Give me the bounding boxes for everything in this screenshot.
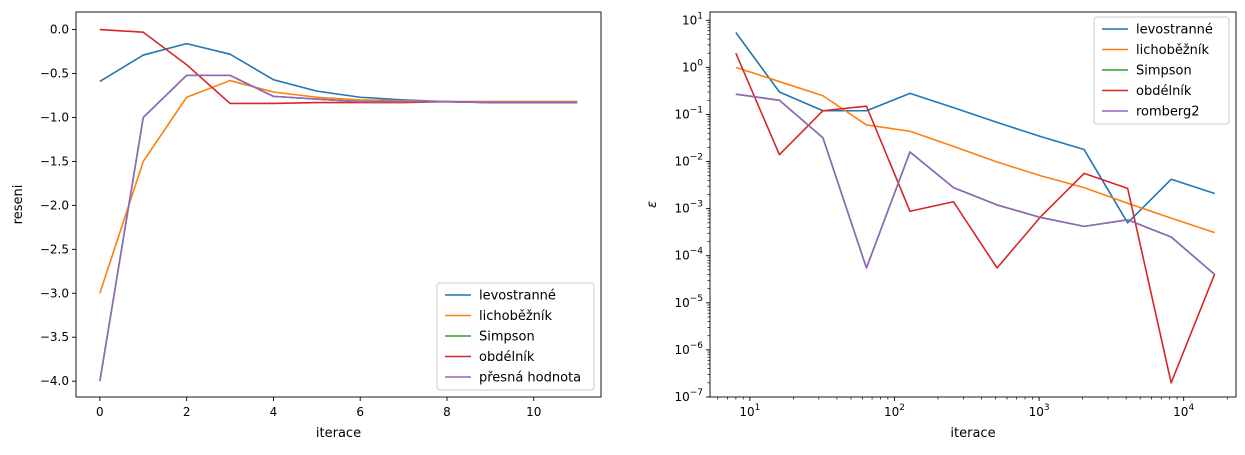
x-tick-label: 103 [1029,403,1050,419]
y-tick-label: 10−7 [674,388,703,404]
x-tick-label: 101 [739,403,760,419]
y-tick-label: 10−5 [674,294,703,310]
chart-left: 0 2 4 6 8 10 0.0 −0.5 −1.0 −1.5 −2.0 −2.5 −3.0 −3.5 −4… [11,11,602,441]
y-tick-label-base: 10 [674,390,689,404]
x-tick-label: 0 [96,405,104,419]
x-tick-label-base: 10 [884,405,899,419]
x-tick-label: 6 [356,405,364,419]
y-tick-label-base: 10 [674,249,689,263]
y-tick-label-exp: −1 [690,105,703,115]
x-tick-label-exp: 4 [1188,403,1194,413]
legend-label-4: romberg2 [1136,105,1200,120]
series-line-0 [735,32,1215,224]
series-line-4 [99,74,578,382]
x-tick-label: 4 [270,405,278,419]
y-tick-label: −3.0 [40,286,69,300]
x-axis-label: iterace [316,426,361,441]
y-axis-label: reseni [11,185,26,225]
y-tick-label: −4.0 [40,374,69,388]
y-tick-label-base: 10 [682,13,697,27]
legend-label-2: Simpson [1136,64,1192,79]
y-tick-label-base: 10 [682,60,697,74]
y-tick-label-exp: −3 [690,200,703,210]
y-tick-label-exp: −5 [690,294,703,304]
x-tick-label: 104 [1173,403,1194,419]
chart-right: 101 102 103 10410110010−110−210−310−410−510… [645,11,1237,441]
legend: levostranné lichoběžník Simpson obdélník rom… [1093,16,1230,125]
x-tick-label-exp: 2 [899,403,905,413]
y-tick-label-base: 10 [674,343,689,357]
y-tick-label: 0.0 [50,23,69,37]
legend-label-0: levostranné [479,289,556,304]
y-axis-label: ε [645,201,660,208]
x-tick-label: 102 [884,403,905,419]
x-axis-label: iterace [950,426,995,441]
x-tick-label-base: 10 [1173,405,1188,419]
y-tick-label: −1.5 [40,154,69,168]
plot-frame [75,11,602,398]
y-tick-label-base: 10 [674,202,689,216]
y-tick-label: 10−1 [674,105,703,121]
x-tick-label-exp: 1 [755,403,761,413]
y-tick-label: 10−2 [674,153,703,169]
series-line-0 [99,42,578,103]
x-tick-label: 10 [526,405,541,419]
plot-frame [709,11,1237,398]
y-tick-label-base: 10 [674,155,689,169]
y-tick-label: 10−4 [674,247,703,263]
x-tick-label-base: 10 [739,405,754,419]
legend-box [436,282,595,391]
legend-label-3: obdélník [479,350,535,365]
y-tick-label: −0.5 [40,67,69,81]
series-line-1 [99,79,578,294]
y-tick-label-exp: −7 [690,388,703,398]
legend-box [1093,16,1230,125]
legend-label-2: Simpson [479,330,535,345]
legend-label-1: lichoběžník [479,309,552,324]
legend: levostranné lichoběžník Simpson obdélník pře… [436,282,595,391]
y-tick-label: −3.5 [40,330,69,344]
legend-label-4: přesná hodnota [479,371,581,386]
y-tick-label: 10−3 [674,200,703,216]
x-tick-label-base: 10 [1029,405,1044,419]
x-tick-label: 2 [183,405,191,419]
y-tick-label-exp: −2 [690,153,703,163]
y-tick-label-exp: 0 [697,58,703,68]
series-line-3 [99,28,578,105]
y-tick-label: −2.0 [40,198,69,212]
y-tick-label-exp: −6 [690,341,704,351]
series-line-1 [735,66,1215,234]
y-tick-label-exp: −4 [690,247,704,257]
x-tick-label-exp: 3 [1044,403,1050,413]
y-tick-label: 10−6 [674,341,703,357]
series-group [735,32,1216,384]
series-line-3 [735,52,1216,384]
y-tick-label: −2.5 [40,242,69,256]
series-group [99,28,578,382]
y-tick-label-base: 10 [674,296,689,310]
legend-label-0: levostranné [1136,23,1213,38]
legend-label-1: lichoběžník [1136,43,1209,58]
series-line-4 [735,93,1216,276]
y-tick-label: 101 [682,11,703,27]
y-tick-label-exp: 1 [697,11,703,21]
y-tick-label-base: 10 [674,107,689,121]
y-tick-label: −1.0 [40,110,69,124]
y-tick-label: 100 [682,58,703,74]
x-tick-label: 8 [443,405,451,419]
legend-label-3: obdélník [1136,84,1192,99]
